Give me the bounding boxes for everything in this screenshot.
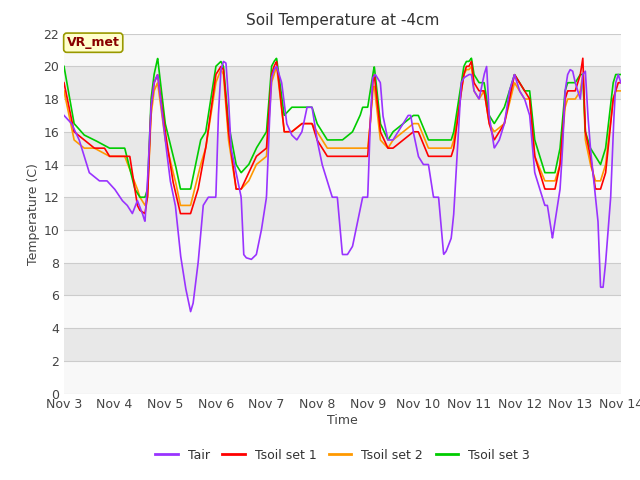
Bar [64, 230, 621, 263]
Legend: Tair, Tsoil set 1, Tsoil set 2, Tsoil set 3: Tair, Tsoil set 1, Tsoil set 2, Tsoil se… [150, 444, 535, 467]
Bar [64, 197, 621, 230]
Text: VR_met: VR_met [67, 36, 120, 49]
Title: Soil Temperature at -4cm: Soil Temperature at -4cm [246, 13, 439, 28]
Bar [64, 165, 621, 197]
Bar [64, 295, 621, 328]
X-axis label: Time: Time [327, 414, 358, 427]
Bar [64, 66, 621, 99]
Bar [64, 132, 621, 165]
Bar [64, 328, 621, 361]
Bar [64, 361, 621, 394]
Bar [64, 263, 621, 295]
Bar [64, 34, 621, 66]
Y-axis label: Temperature (C): Temperature (C) [28, 163, 40, 264]
Bar [64, 99, 621, 132]
